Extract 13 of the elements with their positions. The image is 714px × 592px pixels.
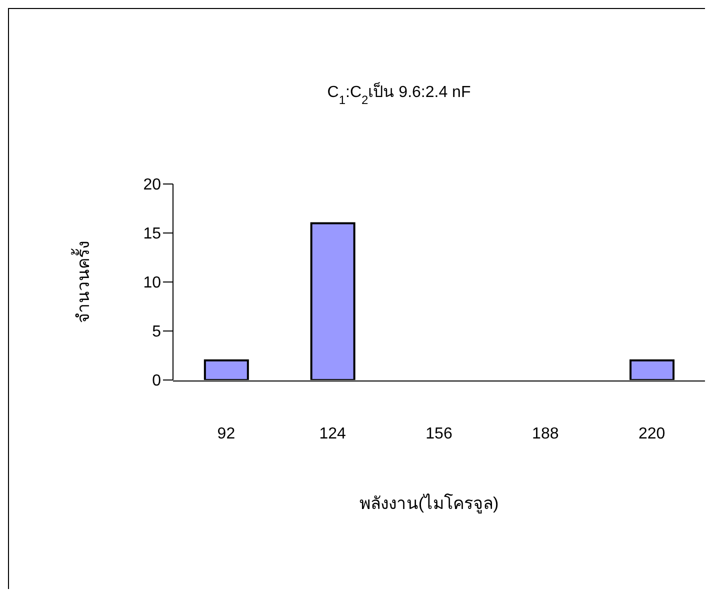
y-axis-title: จำนวนครั้ง	[71, 241, 93, 323]
x-tick-label: 220	[638, 425, 666, 442]
y-tick-label: 15	[143, 226, 162, 243]
x-tick-label: 188	[532, 425, 559, 442]
x-tick-label: 92	[217, 425, 236, 442]
x-tick-label: 124	[319, 425, 346, 442]
x-tick-label: 156	[426, 425, 452, 442]
y-tick-label: 5	[152, 324, 162, 341]
y-tick-label: 10	[143, 274, 162, 292]
y-tick-label: 0	[152, 372, 162, 390]
y-tick-label: 20	[143, 176, 162, 194]
chart-title: C$_{1}$:C$_{2}$เป็น 9.6:2.4 nF	[327, 81, 471, 107]
x-axis-title: พลังงาน(ไมโครจูล)	[359, 493, 499, 514]
